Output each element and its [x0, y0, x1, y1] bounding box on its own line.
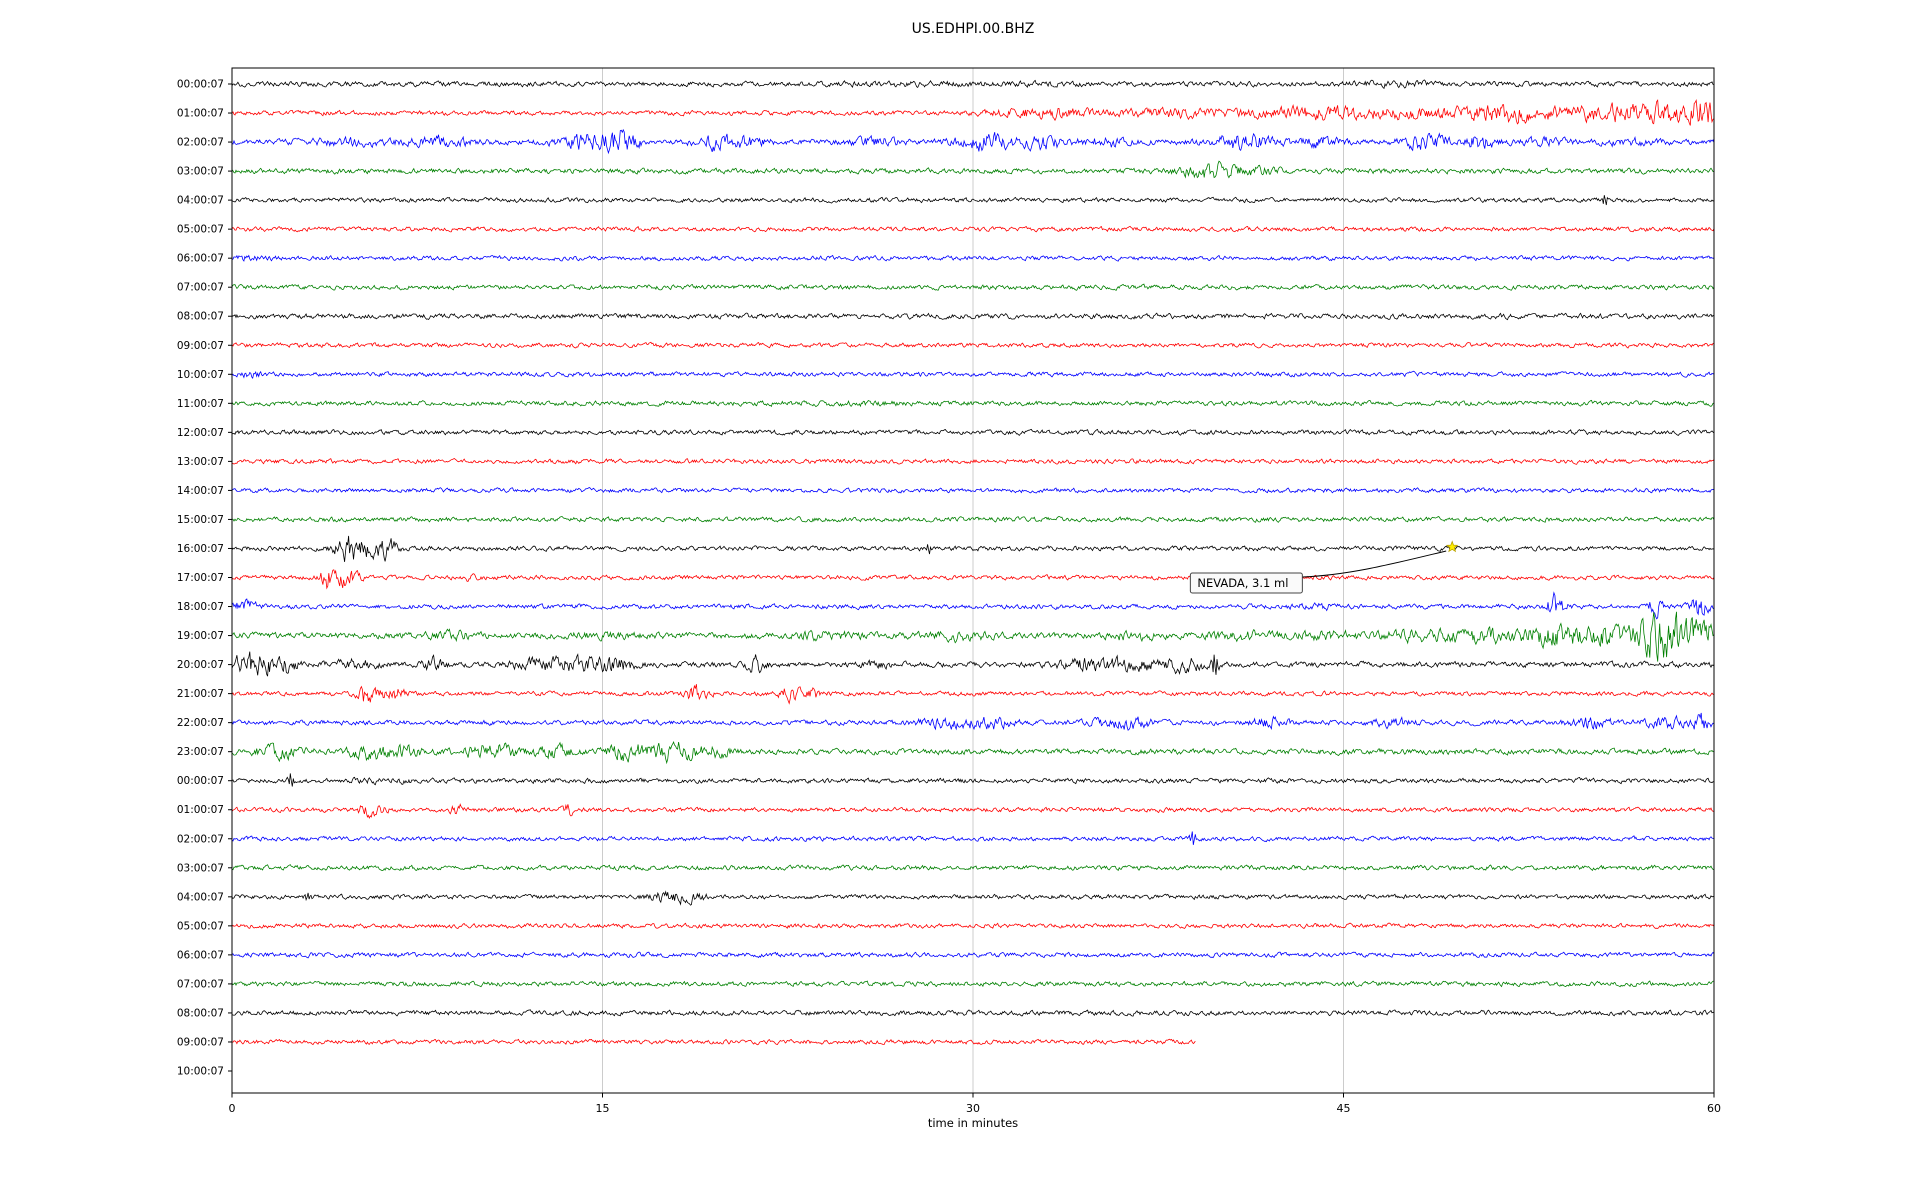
row-time-label: 07:00:07: [177, 978, 224, 990]
grid-layer: [602, 68, 1344, 1093]
trace-row: [231, 399, 1715, 408]
trace-row: [231, 741, 1715, 765]
row-time-label: 10:00:07: [177, 369, 224, 381]
row-time-label: 01:00:07: [177, 804, 224, 816]
page-title: US.EDHPI.00.BHZ: [912, 21, 1035, 37]
row-time-label: 15:00:07: [177, 514, 224, 526]
trace-row: [231, 312, 1715, 321]
trace-row: [231, 535, 1715, 562]
trace-row: [231, 569, 1715, 590]
trace-row: [231, 98, 1715, 126]
row-time-label: 21:00:07: [177, 688, 224, 700]
row-time-label: 10:00:07: [177, 1066, 224, 1078]
trace-row: [231, 922, 1715, 930]
x-axis-label: time in minutes: [928, 1116, 1018, 1130]
trace-row: [231, 803, 1715, 820]
row-time-label: 06:00:07: [177, 949, 224, 961]
trace-row: [231, 515, 1715, 523]
row-time-label: 22:00:07: [177, 717, 224, 729]
trace-row: [231, 458, 1715, 465]
row-time-label: 23:00:07: [177, 746, 224, 758]
row-time-label: 09:00:07: [177, 1036, 224, 1048]
trace-row: [231, 370, 1715, 379]
row-time-label: 01:00:07: [177, 108, 224, 120]
x-tick-label: 45: [1337, 1102, 1351, 1115]
trace-row: [231, 890, 1715, 906]
row-time-label: 11:00:07: [177, 398, 224, 410]
row-time-label: 03:00:07: [177, 166, 224, 178]
row-time-label: 06:00:07: [177, 253, 224, 265]
trace-row: [231, 864, 1715, 872]
trace-row: [231, 712, 1715, 731]
axes-layer: 00:00:07 01:00:07 02:00:07 03:00:07 04:00:07…: [177, 67, 1721, 1115]
trace-row: [231, 611, 1715, 662]
row-time-label: 07:00:07: [177, 282, 224, 294]
row-time-label: 00:00:07: [177, 775, 224, 787]
row-time-label: 17:00:07: [177, 572, 224, 584]
row-time-label: 02:00:07: [177, 137, 224, 149]
trace-row: [231, 160, 1715, 179]
row-time-label: 03:00:07: [177, 862, 224, 874]
annotation-box: [1189, 572, 1303, 594]
row-time-label: 19:00:07: [177, 630, 224, 642]
row-time-label: 02:00:07: [177, 833, 224, 845]
row-time-label: 20:00:07: [177, 659, 224, 671]
trace-row: [231, 254, 1715, 262]
trace-row: [231, 831, 1715, 845]
trace-row: [231, 428, 1715, 436]
trace-row: [231, 773, 1715, 787]
trace-row: [231, 487, 1715, 494]
trace-row: [231, 1009, 1715, 1017]
x-tick-label: 60: [1707, 1102, 1721, 1115]
row-time-label: 05:00:07: [177, 224, 224, 236]
x-tick-label: 30: [966, 1102, 980, 1115]
row-time-label: 12:00:07: [177, 427, 224, 439]
row-time-label: 08:00:07: [177, 1007, 224, 1019]
trace-row: [231, 1038, 1196, 1046]
traces-layer: [231, 79, 1715, 1046]
trace-row: [231, 651, 1715, 677]
trace-row: [231, 195, 1715, 206]
row-time-label: 04:00:07: [177, 195, 224, 207]
row-time-label: 09:00:07: [177, 340, 224, 352]
row-time-label: 18:00:07: [177, 601, 224, 613]
trace-row: [231, 591, 1715, 620]
x-tick-label: 15: [596, 1102, 610, 1115]
x-tick-label: 0: [229, 1102, 236, 1115]
row-time-label: 13:00:07: [177, 456, 224, 468]
row-time-label: 04:00:07: [177, 891, 224, 903]
trace-row: [231, 951, 1715, 959]
row-time-label: 08:00:07: [177, 311, 224, 323]
annotation-layer: NEVADA, 3.1 ml: [1189, 540, 1459, 594]
row-time-label: 16:00:07: [177, 543, 224, 555]
event-star-icon: [1445, 540, 1459, 553]
trace-row: [231, 684, 1714, 705]
trace-row: [231, 341, 1715, 349]
row-time-label: 00:00:07: [177, 79, 224, 91]
trace-row: [231, 79, 1714, 90]
annotation-text: NEVADA, 3.1 ml: [1197, 576, 1288, 590]
annotation-connector: [1302, 550, 1447, 578]
row-time-label: 05:00:07: [177, 920, 224, 932]
trace-row: [231, 980, 1715, 988]
trace-row: [231, 283, 1715, 291]
trace-row: [231, 225, 1715, 233]
trace-row: [231, 128, 1715, 155]
row-time-label: 14:00:07: [177, 485, 224, 497]
